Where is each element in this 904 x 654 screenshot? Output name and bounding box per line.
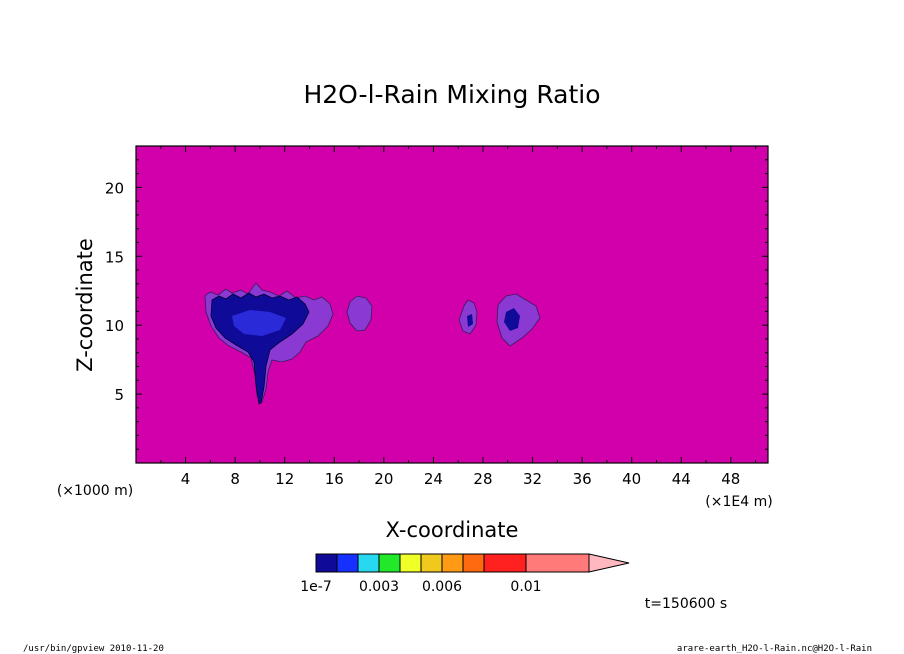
x-tick-label: 24 <box>424 470 443 488</box>
x-tick-label: 28 <box>473 470 492 488</box>
colorbar-label: 0.01 <box>510 579 541 595</box>
y-axis: 5 10 15 20 <box>105 159 768 450</box>
x-tick-label: 40 <box>622 470 641 488</box>
colorbar-segment <box>378 553 401 573</box>
colorbar-segment <box>336 553 359 573</box>
colorbar-segment <box>462 553 485 573</box>
colorbar-label: 0.006 <box>422 579 462 595</box>
colorbar-segment <box>357 553 380 573</box>
footer-right: arare-earth_H2O-l-Rain.nc@H2O-l-Rain <box>677 644 872 654</box>
colorbar-segment <box>483 553 527 573</box>
x-tick-label: 20 <box>374 470 393 488</box>
x-axis-label: X-coordinate <box>386 518 519 542</box>
rain-cell-27 <box>458 299 478 335</box>
colorbar-segment <box>315 553 338 573</box>
cell-31-inner-level <box>504 308 520 331</box>
colorbar-segment <box>399 553 422 573</box>
x-tick-label: 44 <box>672 470 691 488</box>
x-tick-label: 36 <box>573 470 592 488</box>
y-unit-label: (×1000 m) <box>57 483 133 499</box>
cell-large-core <box>232 310 286 336</box>
y-tick-label: 15 <box>105 248 124 266</box>
cell-27-inner-level <box>467 314 473 327</box>
colorbar-segment <box>420 553 443 573</box>
x-tick-label: 32 <box>523 470 542 488</box>
colorbar-segment <box>441 553 464 573</box>
plot-frame <box>135 145 769 464</box>
colorbar-label: 0.003 <box>359 579 399 595</box>
cell-18-level <box>346 295 373 332</box>
chart-title: H2O-l-Rain Mixing Ratio <box>303 80 600 109</box>
y-tick-label: 20 <box>105 179 124 197</box>
colorbar: 1e-7 0.003 0.006 0.01 <box>300 553 630 595</box>
colorbar-label: 1e-7 <box>300 579 331 595</box>
x-axis: 4 8 12 16 20 24 28 32 36 40 44 48 <box>160 146 757 488</box>
x-tick-label: 16 <box>325 470 344 488</box>
footer-left: /usr/bin/gpview 2010-11-20 <box>23 644 164 654</box>
colorbar-segment <box>525 553 590 573</box>
x-tick-label: 4 <box>181 470 191 488</box>
rain-cell-31 <box>496 293 541 347</box>
x-tick-label: 8 <box>230 470 240 488</box>
y-tick-label: 10 <box>105 317 124 335</box>
rain-cell-18 <box>346 295 373 332</box>
colorbar-extension <box>588 553 630 573</box>
y-axis-label: Z-coordinate <box>73 238 97 372</box>
time-label: t=150600 s <box>645 596 727 612</box>
x-tick-label: 12 <box>275 470 294 488</box>
y-tick-label: 5 <box>114 386 124 404</box>
rain-cell-large <box>204 282 334 405</box>
x-tick-label: 48 <box>721 470 740 488</box>
x-unit-label: (×1E4 m) <box>705 494 772 510</box>
